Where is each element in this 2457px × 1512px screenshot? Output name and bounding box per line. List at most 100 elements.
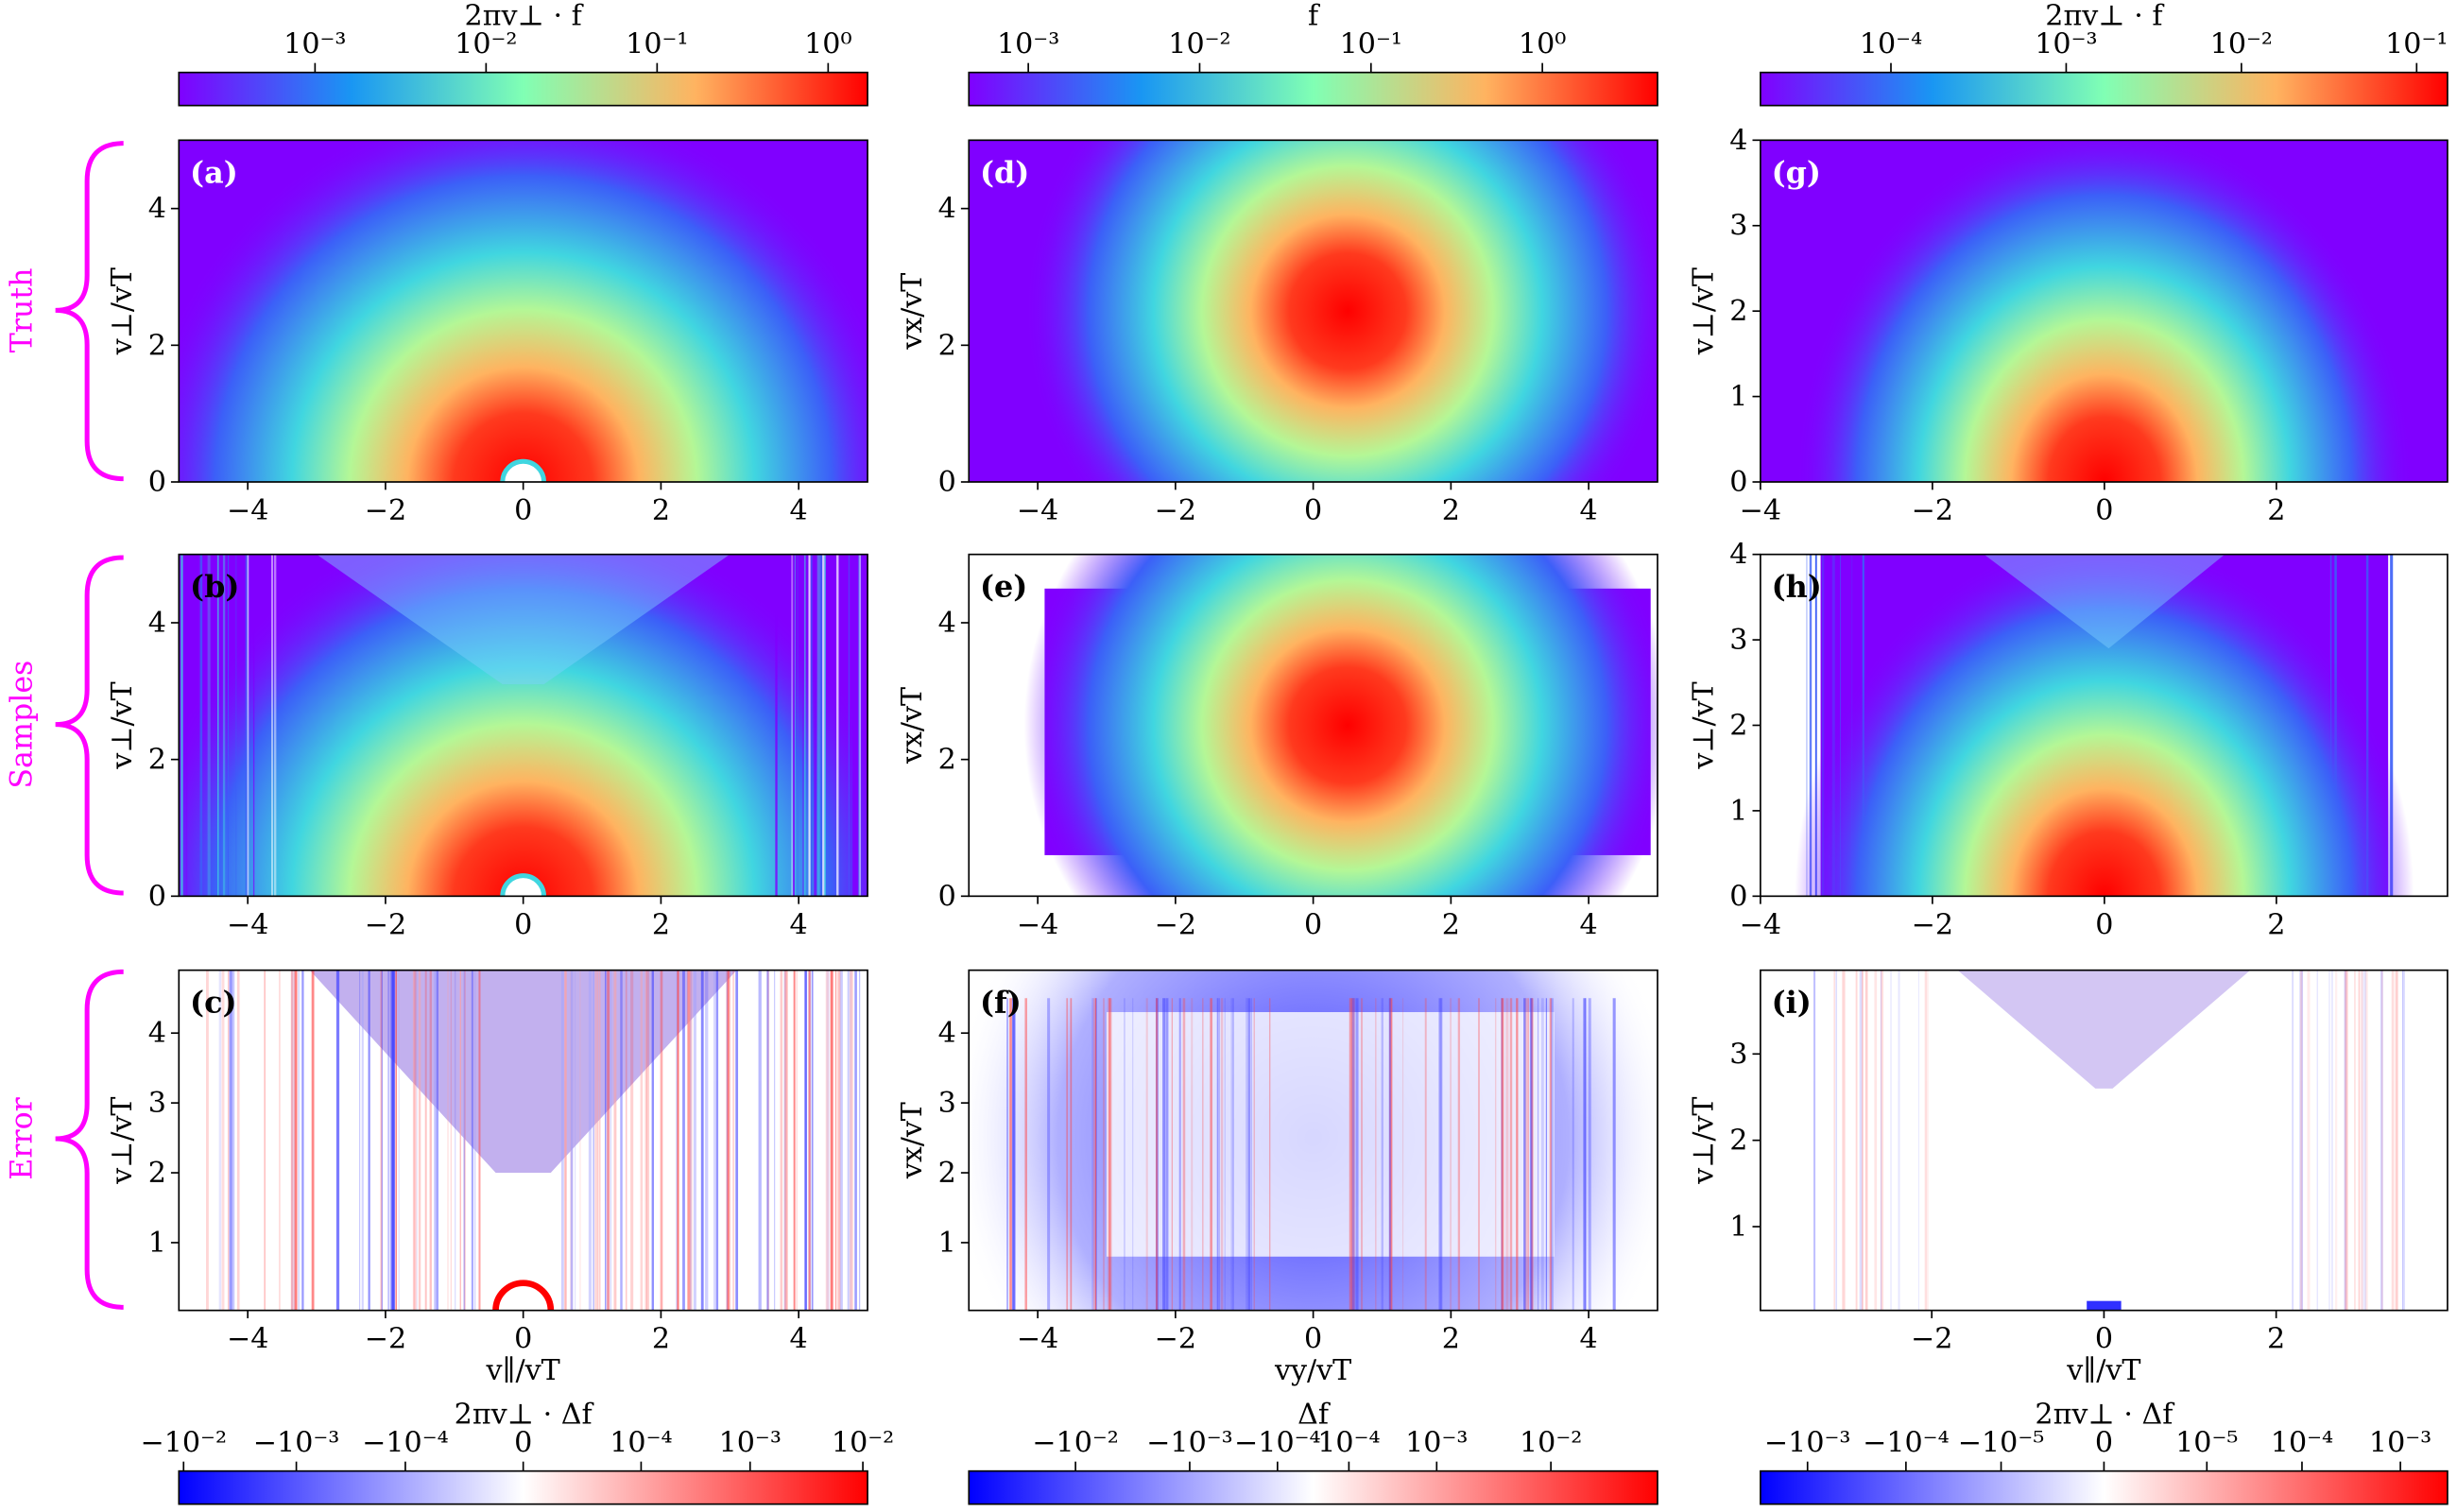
x-tick-label: 2 (1442, 1323, 1460, 1356)
y-tick-label: 0 (148, 466, 166, 499)
colorbar (1760, 1469, 2448, 1505)
heatmap (1760, 554, 2448, 897)
y-tick-label: 4 (938, 607, 956, 640)
colorbar-label: Δf (1297, 1399, 1331, 1432)
heatmap-image (1023, 554, 1658, 897)
colorbar-label: 2πv⊥ · Δf (2035, 1399, 2174, 1432)
colorbar-tick-label: 10⁻⁵ (2175, 1427, 2238, 1460)
colorbar-tick-label: 10⁻⁴ (1860, 28, 1922, 61)
colorbar-label: 2πv⊥ · f (2045, 0, 2164, 33)
x-tick-label: 0 (1304, 1323, 1322, 1356)
colorbar-tick-label: −10⁻⁴ (1863, 1427, 1950, 1460)
x-tick-label: 2 (652, 908, 670, 941)
y-tick-label: 4 (1729, 124, 1747, 157)
panel-label: (e) (980, 570, 1027, 605)
y-tick-label: 1 (938, 1227, 956, 1260)
heatmap (969, 140, 1658, 482)
y-tick-label: 4 (148, 193, 166, 226)
y-axis-label: v⊥/vT (1688, 267, 1721, 355)
x-tick-label: −4 (1017, 494, 1058, 527)
colorbar (178, 71, 868, 107)
x-tick-label: 4 (1580, 908, 1598, 941)
panel-label: (g) (1772, 155, 1821, 190)
colorbar-tick-label: 10⁻⁴ (1317, 1427, 1380, 1460)
colorbar-label: 2πv⊥ · Δf (455, 1399, 594, 1432)
x-tick-label: 4 (790, 1323, 808, 1356)
y-tick-label: 1 (148, 1227, 166, 1260)
y-tick-label: 2 (1729, 1125, 1747, 1158)
y-tick-label: 1 (1729, 1211, 1747, 1244)
y-axis-label: vx/vT (896, 273, 929, 351)
y-tick-label: 2 (938, 744, 956, 777)
x-tick-label: −2 (365, 908, 406, 941)
row-label: Error (5, 1096, 39, 1179)
y-tick-label: 2 (148, 329, 166, 362)
brace (55, 141, 124, 482)
colorbar-tick-label: −10⁻³ (1146, 1427, 1233, 1460)
colorbar-tick-label: 10⁻² (832, 1427, 894, 1460)
colorbar-tick-label: 10⁻¹ (2385, 28, 2448, 61)
heatmap-image (1795, 554, 2414, 897)
x-tick-label: 0 (514, 1323, 532, 1356)
x-tick-label: −4 (227, 1323, 268, 1356)
y-tick-label: 2 (938, 1157, 956, 1190)
colorbar-tick-label: −10⁻³ (1764, 1427, 1851, 1460)
colorbar-tick-label: −10⁻⁵ (1958, 1427, 2045, 1460)
heatmap (969, 554, 1658, 897)
y-tick-label: 1 (1729, 381, 1747, 414)
heatmap-image (317, 554, 730, 685)
y-axis-label: vx/vT (896, 1102, 929, 1179)
colorbar-tick-label: 10⁻² (455, 28, 517, 61)
heatmap (969, 970, 1658, 1311)
heatmap-image (179, 140, 868, 482)
y-axis-label: v⊥/vT (106, 681, 139, 769)
y-tick-label: 2 (1729, 710, 1747, 743)
x-tick-label: −2 (1155, 1323, 1196, 1356)
panel-label: (h) (1772, 570, 1822, 605)
x-tick-label: 4 (790, 908, 808, 941)
x-tick-label: −4 (1017, 908, 1058, 941)
heatmap-image (492, 1280, 555, 1311)
x-tick-label: 4 (1580, 1323, 1598, 1356)
panel-label: (i) (1772, 986, 1812, 1021)
panel-label: (f) (980, 986, 1022, 1021)
colorbar-tick-label: 10⁻³ (719, 1427, 782, 1460)
colorbar-tick-label: 10⁻⁴ (2271, 1427, 2333, 1460)
y-axis-label: vx/vT (896, 687, 929, 765)
x-tick-label: 0 (514, 908, 532, 941)
x-tick-label: 2 (1442, 494, 1460, 527)
brace (55, 969, 124, 1310)
y-tick-label: 2 (148, 744, 166, 777)
x-tick-label: −4 (1740, 494, 1781, 527)
colorbar-tick-label: 10⁻¹ (1340, 28, 1402, 61)
colorbar-label: 2πv⊥ · f (465, 0, 584, 33)
x-tick-label: 0 (2095, 908, 2113, 941)
colorbar-tick-label: 10⁰ (804, 28, 851, 61)
y-tick-label: 3 (148, 1087, 166, 1120)
heatmap-image (1023, 140, 1658, 482)
colorbar-tick-label: 10⁰ (1519, 28, 1566, 61)
heatmap-image (309, 970, 737, 1174)
x-tick-label: −2 (365, 1323, 406, 1356)
colorbar-tick-label: 10⁻³ (284, 28, 346, 61)
y-axis-label: v⊥/vT (106, 1097, 139, 1185)
y-tick-label: 4 (1729, 539, 1747, 572)
heatmap-image (1957, 970, 2251, 1089)
x-tick-label: −4 (227, 908, 268, 941)
heatmap-image (179, 554, 868, 897)
x-tick-label: 0 (1304, 494, 1322, 527)
y-tick-label: 3 (1729, 1038, 1747, 1071)
heatmap-image (500, 873, 547, 897)
colorbar-tick-label: 10⁻³ (997, 28, 1059, 61)
y-axis-label: v⊥/vT (106, 267, 139, 355)
y-tick-label: 4 (938, 1017, 956, 1050)
y-tick-label: 4 (148, 607, 166, 640)
heatmap-image (1795, 140, 2414, 482)
heatmap-image (1984, 554, 2225, 649)
heatmap (1760, 970, 2448, 1311)
colorbar (1760, 71, 2448, 107)
y-tick-label: 0 (938, 880, 956, 913)
heatmap (179, 970, 868, 1311)
row-label: Samples (5, 661, 39, 789)
